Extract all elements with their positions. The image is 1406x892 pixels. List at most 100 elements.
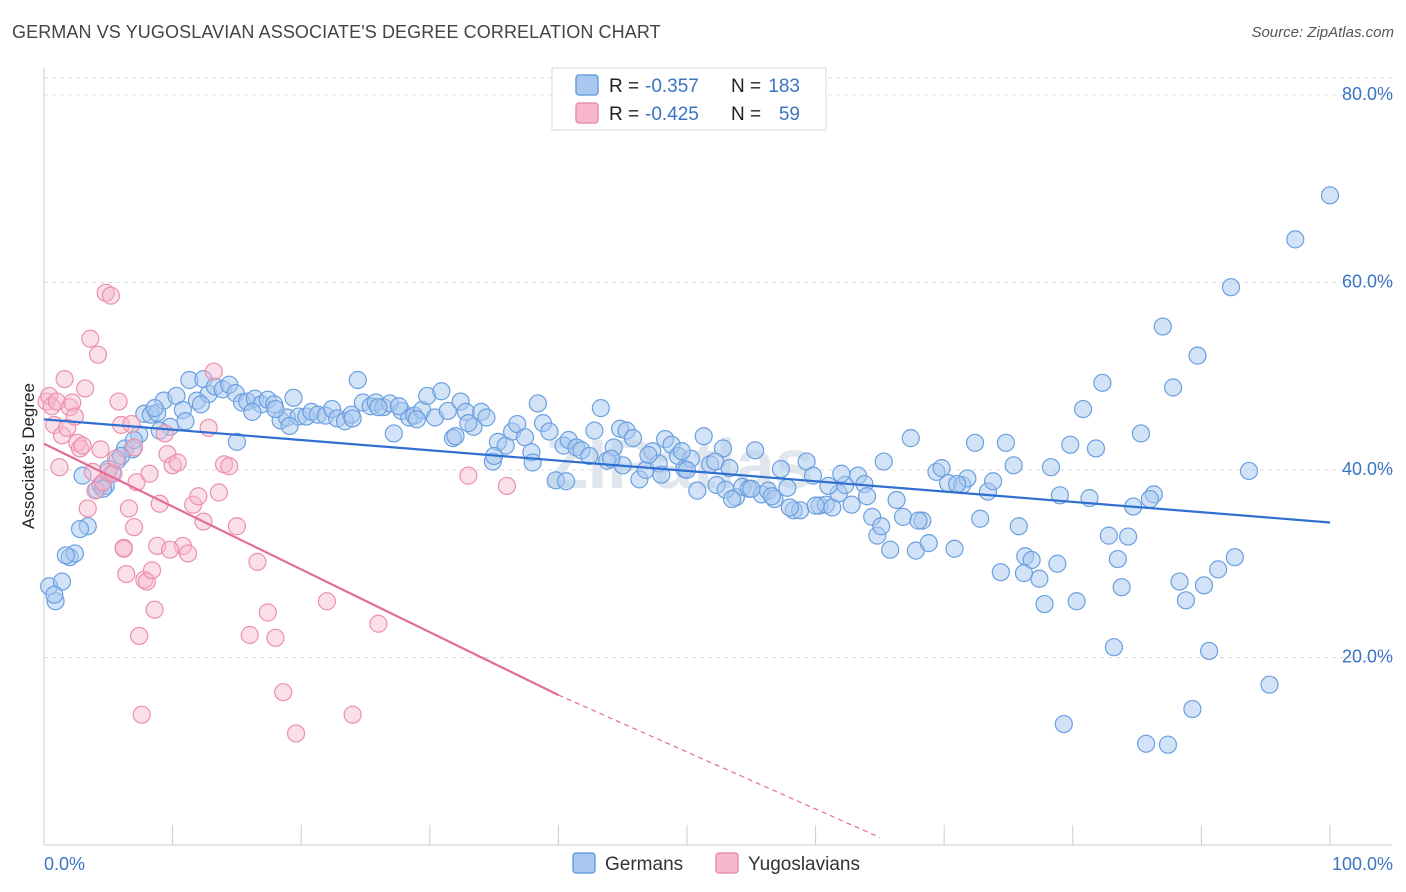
german-point — [1194, 576, 1214, 595]
german-point — [540, 422, 559, 441]
german-point — [145, 399, 164, 418]
german-point — [806, 496, 825, 515]
german-point — [694, 427, 713, 446]
yugoslavian-point — [145, 600, 164, 619]
german-point — [780, 498, 799, 517]
german-point — [652, 465, 671, 484]
yugoslavian-point — [189, 487, 208, 506]
german-point — [1030, 569, 1049, 588]
german-point — [389, 397, 409, 416]
german-point — [477, 408, 496, 427]
german-point — [893, 507, 913, 526]
german-point — [1104, 638, 1124, 657]
bottom-legend-german-swatch — [572, 852, 596, 874]
german-point — [706, 452, 725, 471]
yugoslavian-point — [459, 466, 478, 485]
german-point — [819, 476, 838, 496]
yugoslavian-point — [78, 499, 97, 518]
yugoslavian-trend-extension — [558, 694, 881, 839]
german-point — [150, 421, 169, 440]
y-tick-label: 40.0% — [1342, 459, 1393, 479]
yugoslavian-points — [37, 283, 517, 743]
german-point — [857, 487, 877, 506]
german-point — [602, 449, 621, 468]
german-point — [1221, 278, 1241, 297]
german-point — [1320, 186, 1340, 205]
yugoslavian-point — [109, 392, 128, 411]
yugoslavian-point — [137, 572, 156, 591]
german-point — [991, 563, 1010, 582]
german-point — [1048, 554, 1067, 573]
yugoslavian-point — [91, 440, 110, 459]
top-legend: R = -0.357 N = 183 R = -0.425 N = 59 — [551, 67, 827, 131]
yugoslavian-point — [209, 483, 228, 502]
german-point — [1200, 641, 1219, 661]
german-point — [874, 452, 893, 471]
german-point — [639, 445, 658, 465]
german-point — [919, 534, 938, 553]
x-tick-label-max: 100.0% — [1332, 854, 1393, 874]
german-point — [742, 479, 761, 498]
german-point — [176, 412, 195, 431]
german-point — [842, 495, 861, 514]
yugoslavian-point — [160, 540, 180, 559]
yugoslavian-point — [227, 517, 246, 536]
german-point — [996, 433, 1016, 452]
german-point — [771, 459, 790, 479]
german-point — [1112, 578, 1131, 597]
german-point — [1014, 564, 1034, 583]
german-point — [1035, 594, 1054, 614]
german-point — [459, 414, 478, 433]
german-point — [1099, 526, 1118, 545]
german-point — [585, 421, 604, 440]
y-tick-labels: 20.0% 40.0% 60.0% 80.0% — [1342, 84, 1393, 667]
german-point — [73, 466, 92, 485]
german-point — [112, 446, 131, 466]
german-point — [909, 511, 928, 530]
legend-r-label-yugo: R = — [609, 104, 639, 125]
german-point — [343, 409, 362, 428]
yugoslavian-point — [88, 345, 108, 364]
yugoslavian-point — [142, 561, 162, 580]
german-point — [384, 424, 403, 443]
legend-german-swatch — [575, 74, 599, 96]
legend-n-label-german: N = — [731, 76, 761, 97]
german-point — [881, 540, 900, 559]
german-point — [1137, 734, 1156, 753]
german-point — [438, 401, 457, 421]
source-label: Source: ZipAtlas.com — [1251, 24, 1394, 41]
german-point — [672, 442, 691, 461]
german-point — [1176, 591, 1196, 610]
yugoslavian-point — [76, 379, 95, 398]
yugoslavian-point — [369, 614, 388, 633]
german-trend-line — [43, 418, 1331, 524]
german-point — [407, 410, 427, 429]
german-point — [1286, 230, 1305, 249]
german-point — [1073, 399, 1093, 419]
x-tick-label-min: 0.0% — [44, 854, 85, 874]
german-point — [1183, 699, 1202, 719]
trend-lines — [43, 418, 1331, 839]
german-point — [284, 388, 303, 407]
german-point — [280, 416, 299, 436]
german-point — [947, 474, 967, 494]
legend-n-label-yugo: N = — [731, 104, 761, 125]
german-point — [45, 585, 64, 604]
german-point — [1170, 572, 1189, 591]
german-point — [1239, 461, 1259, 481]
german-point — [1188, 346, 1207, 365]
german-point — [557, 472, 576, 491]
yugoslavian-point — [70, 439, 90, 458]
german-point — [983, 472, 1003, 491]
german-point — [1108, 549, 1127, 569]
german-point — [901, 429, 920, 448]
german-point — [1054, 714, 1073, 734]
yugoslavian-point — [140, 464, 159, 483]
yugoslavian-point — [274, 683, 293, 702]
yugoslavian-point — [73, 436, 92, 455]
german-point — [1041, 458, 1061, 477]
x-tick-labels: 0.0% 100.0% — [44, 854, 1393, 874]
yugoslavian-point — [168, 453, 187, 472]
yugoslavian-point — [96, 283, 115, 302]
